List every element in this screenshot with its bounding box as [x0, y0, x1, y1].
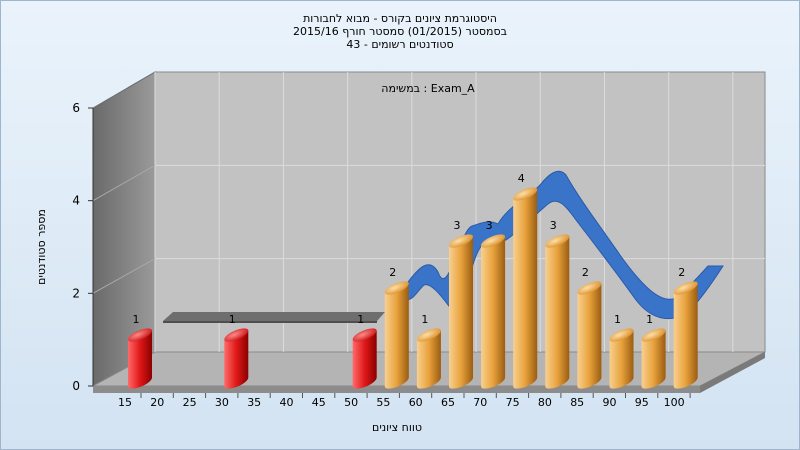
- bar-series: [128, 187, 698, 389]
- bar-body: [577, 283, 602, 389]
- bar-value-label: 1: [229, 313, 236, 326]
- x-tick-label: 25: [183, 396, 197, 409]
- bar-cap: [416, 328, 441, 342]
- bar-body: [128, 330, 152, 389]
- bar-cap: [545, 234, 570, 248]
- x-tick-label: 75: [506, 396, 520, 409]
- bar-value-label: 3: [486, 219, 493, 232]
- bar-cap: [352, 328, 377, 342]
- horizontal-gridlines: [92, 164, 765, 294]
- bar-body: [224, 330, 249, 389]
- y-axis-label: מספר סטודנטים: [35, 209, 48, 285]
- bar-body: [352, 330, 377, 389]
- bar: [673, 281, 698, 389]
- gridline-side: [92, 164, 156, 202]
- bar-body: [641, 330, 666, 389]
- y-axis-ticks: 0 2 4 6: [72, 101, 93, 393]
- bar-cap: [641, 328, 666, 342]
- chart-title-line-1: היסטוגרמת ציונים בקורס - מבוא לחבורות: [303, 12, 497, 25]
- bar-value-label: 4: [518, 172, 525, 185]
- y-tick-label: 6: [72, 101, 80, 115]
- bar-value-labels: 1 1 1 2 1 3 3 4 3 2 1 1 2: [133, 172, 686, 326]
- chart-title-line-2: בסמסטר (01/2015) סמסטר חורף 2015/16: [293, 25, 507, 38]
- bar-body: [449, 236, 473, 389]
- bar-cap: [384, 281, 409, 295]
- x-tick-label: 45: [312, 396, 326, 409]
- x-axis-label: טווח ציונים: [372, 421, 422, 434]
- bar-value-label: 1: [133, 313, 140, 326]
- bar-cap: [673, 281, 698, 295]
- bar: [224, 328, 249, 389]
- bar-body: [416, 330, 441, 389]
- x-axis-ticks: 15 20 25 30 35 40 45 50 55 60 65 70 75 80 85 90 95 100: [118, 393, 691, 409]
- bar-value-label: 1: [646, 313, 653, 326]
- bar-value-label: 2: [389, 266, 396, 279]
- bar-value-label: 1: [421, 313, 428, 326]
- bar: [128, 328, 152, 389]
- bar: [545, 234, 570, 389]
- x-tick-label: 80: [538, 396, 552, 409]
- bar-body: [673, 283, 698, 389]
- bar: [416, 328, 441, 389]
- bar-cap: [609, 328, 634, 342]
- bar: [481, 234, 506, 389]
- x-tick-label: 20: [150, 396, 164, 409]
- x-tick-label: 70: [473, 396, 487, 409]
- bar-value-label: 3: [454, 219, 461, 232]
- x-tick-label: 95: [635, 396, 649, 409]
- bar: [641, 328, 666, 389]
- x-tick-label: 35: [247, 396, 261, 409]
- bar-body: [481, 236, 506, 389]
- gridline-side: [92, 258, 156, 294]
- bar-cap: [224, 328, 249, 342]
- y-tick-label: 4: [72, 194, 80, 208]
- x-tick-label: 15: [118, 396, 132, 409]
- bar: [449, 234, 473, 389]
- bar-value-label: 2: [582, 266, 589, 279]
- gray-ribbon: [163, 312, 385, 323]
- x-tick-label: 65: [441, 396, 455, 409]
- x-tick-label: 30: [215, 396, 229, 409]
- bar: [513, 187, 538, 389]
- bar: [384, 281, 409, 389]
- x-tick-label: 40: [280, 396, 294, 409]
- floor-side-edge: [700, 352, 765, 393]
- bar-body: [513, 189, 538, 389]
- bar: [609, 328, 634, 389]
- chart-annotation: במשימה : Exam_A: [381, 82, 475, 95]
- x-tick-label: 85: [570, 396, 584, 409]
- x-tick-label: 50: [344, 396, 358, 409]
- bar-value-label: 1: [357, 313, 364, 326]
- bar-value-label: 2: [678, 266, 685, 279]
- bar-cap: [449, 234, 473, 248]
- bar-value-label: 3: [550, 219, 557, 232]
- x-tick-label: 60: [409, 396, 423, 409]
- x-tick-label: 100: [664, 396, 685, 409]
- x-tick-label: 90: [603, 396, 617, 409]
- bar-body: [384, 283, 409, 389]
- chart-title-line-3: סטודנטים רשומים - 43: [346, 38, 454, 51]
- x-tick-label: 55: [376, 396, 390, 409]
- bar: [352, 328, 377, 389]
- bar-cap: [577, 281, 602, 295]
- bar-value-label: 1: [614, 313, 621, 326]
- bar-body: [545, 236, 570, 389]
- bar-body: [609, 330, 634, 389]
- bar-cap: [128, 328, 152, 342]
- y-tick-label: 0: [72, 379, 80, 393]
- y-tick-label: 2: [72, 286, 80, 300]
- bar-cap: [513, 187, 538, 201]
- bar-cap: [481, 234, 506, 248]
- bar: [577, 281, 602, 389]
